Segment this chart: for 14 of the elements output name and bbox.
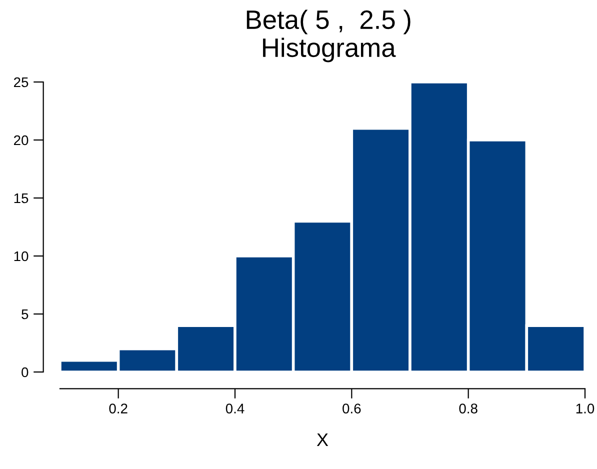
x-tick-label: 0.2 bbox=[109, 404, 128, 414]
x-axis-title: X bbox=[316, 434, 328, 446]
y-tick-label: 15 bbox=[14, 193, 28, 204]
y-tick-label: 10 bbox=[14, 251, 28, 262]
x-tick-label: 1.0 bbox=[576, 404, 594, 414]
y-tick-label: 5 bbox=[22, 309, 28, 320]
x-tick-label: 0.8 bbox=[459, 404, 478, 414]
y-tick-label: 0 bbox=[22, 367, 28, 378]
y-tick-label: 25 bbox=[14, 77, 28, 88]
x-tick-label: 0.4 bbox=[226, 404, 244, 414]
chart-title: Beta( 5 , 2.5 ) bbox=[246, 10, 410, 34]
chart-subtitle: Histograma bbox=[263, 38, 396, 62]
y-tick-label: 20 bbox=[14, 135, 28, 146]
x-tick-label: 0.6 bbox=[342, 404, 361, 414]
